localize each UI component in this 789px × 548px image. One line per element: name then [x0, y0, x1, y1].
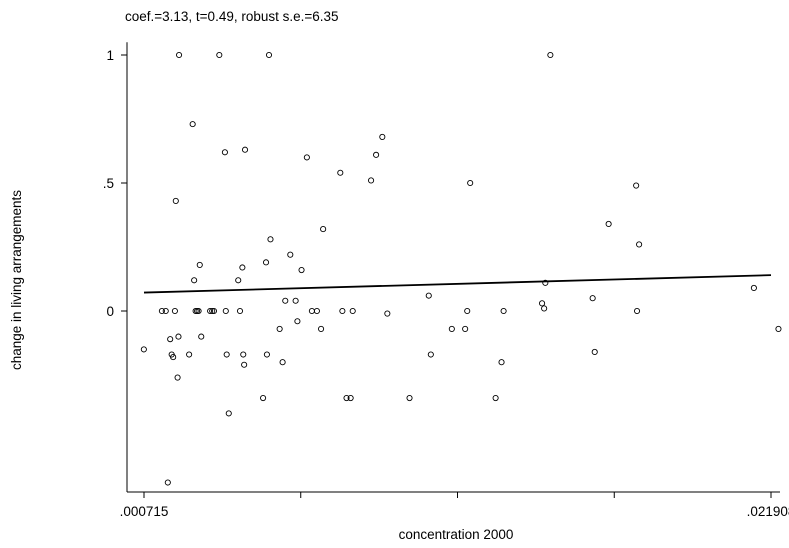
data-point: [320, 226, 327, 233]
data-point: [591, 348, 598, 356]
data-point: [241, 146, 249, 153]
data-point: [176, 51, 183, 59]
data-point: [265, 51, 273, 59]
data-point: [175, 333, 182, 340]
data-point: [241, 361, 248, 368]
data-point: [547, 51, 554, 59]
data-point: [498, 359, 505, 366]
data-point: [189, 121, 196, 128]
data-point: [425, 292, 432, 299]
data-point: [462, 325, 469, 332]
data-point: [464, 307, 471, 315]
data-point: [239, 264, 246, 271]
data-point: [260, 394, 267, 402]
data-point: [467, 179, 474, 187]
data-point: [539, 300, 546, 307]
data-point: [775, 325, 782, 332]
data-point: [279, 359, 286, 366]
data-point: [158, 307, 165, 315]
data-point: [263, 351, 270, 358]
data-point: [337, 169, 344, 176]
data-point: [406, 394, 413, 402]
data-point: [164, 479, 171, 486]
data-point: [368, 177, 375, 184]
y-tick-label: 1: [106, 48, 114, 63]
data-point: [196, 261, 203, 268]
data-point: [492, 394, 499, 402]
data-point: [448, 325, 455, 332]
y-axis-title: change in living arrangements: [9, 190, 24, 370]
data-point: [282, 297, 289, 304]
data-point: [500, 307, 507, 315]
data-point: [210, 307, 218, 315]
data-point: [225, 410, 232, 417]
data-point: [427, 351, 434, 358]
data-point: [349, 307, 356, 315]
data-point: [167, 336, 174, 343]
data-point: [240, 351, 247, 358]
data-point: [198, 333, 205, 340]
data-point: [186, 351, 193, 358]
data-points: [140, 51, 782, 486]
x-axis-title: concentration 2000: [399, 527, 514, 542]
data-point: [276, 325, 283, 332]
data-point: [223, 351, 230, 358]
data-point: [308, 307, 315, 315]
data-point: [195, 307, 202, 315]
data-point: [384, 310, 391, 317]
data-point: [379, 133, 386, 140]
data-point: [605, 220, 612, 228]
data-point: [313, 307, 320, 315]
data-point: [636, 241, 643, 248]
data-point: [216, 51, 223, 59]
data-point: [589, 295, 596, 302]
data-point: [347, 394, 354, 402]
data-point: [262, 259, 270, 266]
data-point: [541, 305, 548, 312]
x-tick-label: .021908: [747, 504, 789, 519]
data-point: [633, 182, 640, 189]
data-point: [542, 279, 549, 286]
data-point: [292, 297, 299, 304]
data-point: [287, 251, 294, 258]
data-point: [171, 307, 178, 315]
data-point: [170, 354, 177, 361]
data-point: [221, 149, 228, 156]
data-point: [318, 325, 325, 332]
data-point: [236, 307, 244, 315]
data-point: [162, 307, 169, 315]
data-point: [174, 374, 181, 381]
y-tick-label: .5: [103, 176, 114, 191]
data-point: [235, 277, 242, 284]
data-point: [207, 307, 214, 315]
data-point: [172, 197, 179, 204]
data-point: [191, 277, 198, 284]
chart-title: coef.=3.13, t=0.49, robust s.e.=6.35: [125, 9, 339, 24]
data-point: [339, 307, 346, 315]
data-point: [373, 151, 380, 158]
data-point: [633, 307, 641, 315]
data-point: [140, 346, 147, 353]
x-axis-ticks: .000715 .021908: [120, 492, 789, 519]
data-point: [298, 266, 305, 274]
y-tick-label: 0: [106, 304, 114, 319]
data-point: [267, 236, 274, 243]
x-tick-label: .000715: [120, 504, 169, 519]
data-point: [294, 318, 301, 325]
fit-line: [143, 274, 772, 294]
data-point: [209, 307, 216, 315]
data-point: [222, 307, 229, 315]
y-axis-ticks: 0.51: [103, 48, 127, 319]
data-point: [343, 394, 350, 402]
data-point: [303, 154, 310, 161]
data-point: [750, 284, 757, 292]
